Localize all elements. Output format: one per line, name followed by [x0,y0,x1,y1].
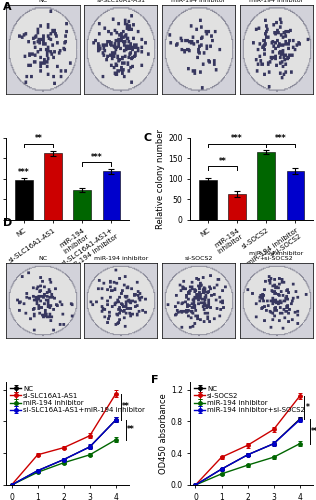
Title: si-SLC16A1-AS1: si-SLC16A1-AS1 [96,0,145,3]
Text: **: ** [127,426,135,434]
Text: *: * [306,403,309,412]
Text: **: ** [218,157,226,166]
Text: **: ** [122,402,129,411]
Y-axis label: Relative colony number: Relative colony number [156,128,165,228]
Legend: NC, si-SLC16A1-AS1, miR-194 inhibitor, si-SLC16A1-AS1+miR-194 inhibitor: NC, si-SLC16A1-AS1, miR-194 inhibitor, s… [10,385,146,414]
Y-axis label: OD450 absorbance: OD450 absorbance [159,393,168,473]
Bar [103,172,120,220]
Bar [15,180,33,220]
Title: NC: NC [39,256,47,262]
Text: **: ** [34,134,42,143]
Bar [44,154,62,220]
Text: ***: *** [275,134,287,143]
Bar [287,172,304,220]
Title: miR-194 inhibitor
+si-SOCS2: miR-194 inhibitor +si-SOCS2 [249,250,303,262]
Text: D: D [3,218,12,228]
Bar [199,180,216,220]
Text: A: A [3,2,12,12]
Text: ***: *** [18,168,30,176]
Text: ***: *** [231,134,243,143]
Text: **: ** [311,427,316,436]
Legend: NC, si-SOCS2, miR-194 inhibitor, miR-194 inhibitor+si-SOCS2: NC, si-SOCS2, miR-194 inhibitor, miR-194… [194,385,306,414]
Text: ***: *** [91,153,103,162]
Bar [228,194,246,220]
Title: si-SLC16A1-AS1+
miR-194 inhibitor: si-SLC16A1-AS1+ miR-194 inhibitor [249,0,303,3]
Text: C: C [144,133,152,143]
Title: miR-194 inhibitor: miR-194 inhibitor [94,256,148,262]
Title: NC: NC [39,0,47,3]
Text: F: F [151,376,159,386]
Title: si-SOCS2: si-SOCS2 [184,256,213,262]
Bar [73,190,91,220]
Title: miR-194 inhibitor: miR-194 inhibitor [171,0,226,3]
Bar [257,152,275,220]
